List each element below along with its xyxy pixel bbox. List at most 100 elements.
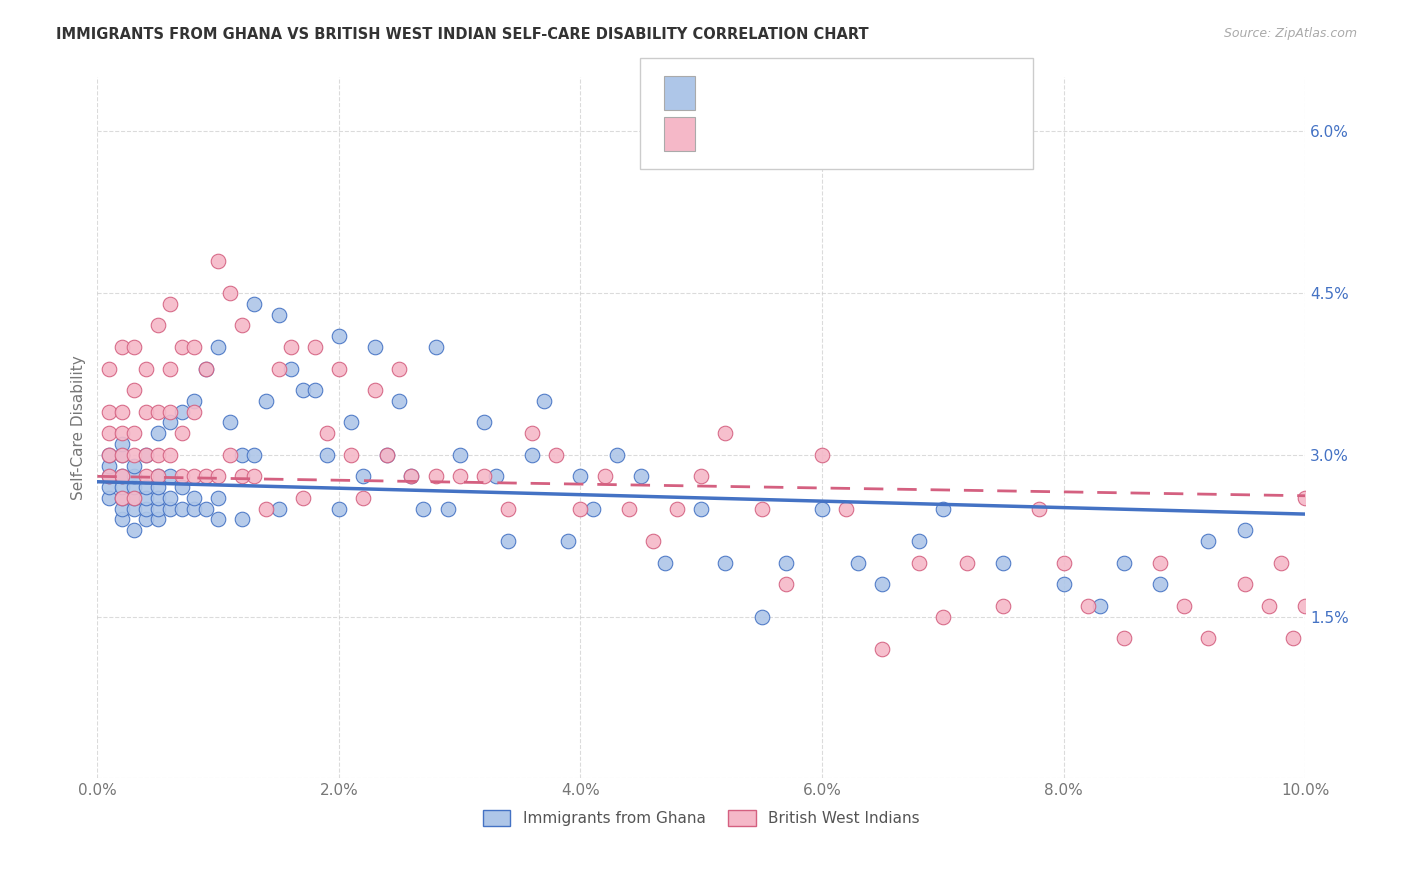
Point xyxy=(122,383,145,397)
Point xyxy=(425,469,447,483)
Point xyxy=(122,501,145,516)
Point xyxy=(328,361,350,376)
Point xyxy=(231,469,253,483)
Point xyxy=(122,491,145,505)
Point xyxy=(170,469,193,483)
Point xyxy=(557,534,579,549)
Point xyxy=(159,491,181,505)
Point xyxy=(231,318,253,333)
Point xyxy=(146,318,169,333)
Point xyxy=(98,361,121,376)
Point xyxy=(159,405,181,419)
Point xyxy=(907,534,929,549)
Point xyxy=(872,577,894,591)
Point xyxy=(135,448,157,462)
Text: R =: R = xyxy=(709,84,748,102)
Point xyxy=(1077,599,1099,613)
Point xyxy=(122,448,145,462)
Point xyxy=(1173,599,1195,613)
Point xyxy=(520,426,543,441)
Point xyxy=(352,469,374,483)
Point xyxy=(654,556,676,570)
Point xyxy=(183,405,205,419)
Point xyxy=(98,458,121,473)
Point xyxy=(617,501,640,516)
Point xyxy=(449,448,471,462)
Point xyxy=(110,491,132,505)
Point xyxy=(146,491,169,505)
Point xyxy=(375,448,398,462)
Point xyxy=(98,448,121,462)
Point xyxy=(835,501,858,516)
Point xyxy=(1052,556,1074,570)
Point xyxy=(315,426,337,441)
Point xyxy=(135,491,157,505)
Point xyxy=(932,501,955,516)
Point xyxy=(122,340,145,354)
Point xyxy=(872,641,894,656)
Point xyxy=(472,416,495,430)
Point xyxy=(533,393,555,408)
Point xyxy=(364,340,387,354)
Point xyxy=(485,469,508,483)
Point xyxy=(593,469,616,483)
Point xyxy=(1112,631,1135,645)
Point xyxy=(280,340,302,354)
Point xyxy=(546,448,568,462)
Point xyxy=(98,448,121,462)
Point xyxy=(811,501,834,516)
Text: 95: 95 xyxy=(884,84,907,102)
Point xyxy=(340,416,363,430)
Point xyxy=(170,340,193,354)
Point xyxy=(666,501,689,516)
Point xyxy=(280,361,302,376)
Point xyxy=(98,480,121,494)
Point xyxy=(135,512,157,526)
Point xyxy=(1052,577,1074,591)
Point xyxy=(170,480,193,494)
Point xyxy=(714,426,737,441)
Point xyxy=(907,556,929,570)
Point xyxy=(110,405,132,419)
Point xyxy=(775,577,797,591)
Point xyxy=(122,458,145,473)
Text: N =: N = xyxy=(842,84,882,102)
Point xyxy=(388,361,411,376)
Point xyxy=(170,501,193,516)
Point xyxy=(254,393,277,408)
Point xyxy=(1233,523,1256,537)
Point xyxy=(1198,534,1220,549)
Point xyxy=(388,393,411,408)
Point xyxy=(340,448,363,462)
Point xyxy=(811,448,834,462)
Point xyxy=(159,361,181,376)
Point xyxy=(991,556,1014,570)
Point xyxy=(135,361,157,376)
Point xyxy=(195,469,218,483)
Point xyxy=(401,469,423,483)
Text: IMMIGRANTS FROM GHANA VS BRITISH WEST INDIAN SELF-CARE DISABILITY CORRELATION CH: IMMIGRANTS FROM GHANA VS BRITISH WEST IN… xyxy=(56,27,869,42)
Point xyxy=(195,361,218,376)
Point xyxy=(98,469,121,483)
Point xyxy=(496,501,519,516)
Point xyxy=(110,448,132,462)
Point xyxy=(846,556,869,570)
Point xyxy=(267,361,290,376)
Point xyxy=(243,448,266,462)
Point xyxy=(436,501,458,516)
Point xyxy=(291,383,314,397)
Point xyxy=(606,448,628,462)
Point xyxy=(1270,556,1292,570)
Point xyxy=(641,534,664,549)
Point xyxy=(375,448,398,462)
Point xyxy=(110,437,132,451)
Point xyxy=(159,469,181,483)
Point xyxy=(110,448,132,462)
Y-axis label: Self-Care Disability: Self-Care Disability xyxy=(72,355,86,500)
Point xyxy=(122,469,145,483)
Point xyxy=(183,340,205,354)
Point xyxy=(1282,631,1305,645)
Point xyxy=(291,491,314,505)
Point xyxy=(110,426,132,441)
Point xyxy=(496,534,519,549)
